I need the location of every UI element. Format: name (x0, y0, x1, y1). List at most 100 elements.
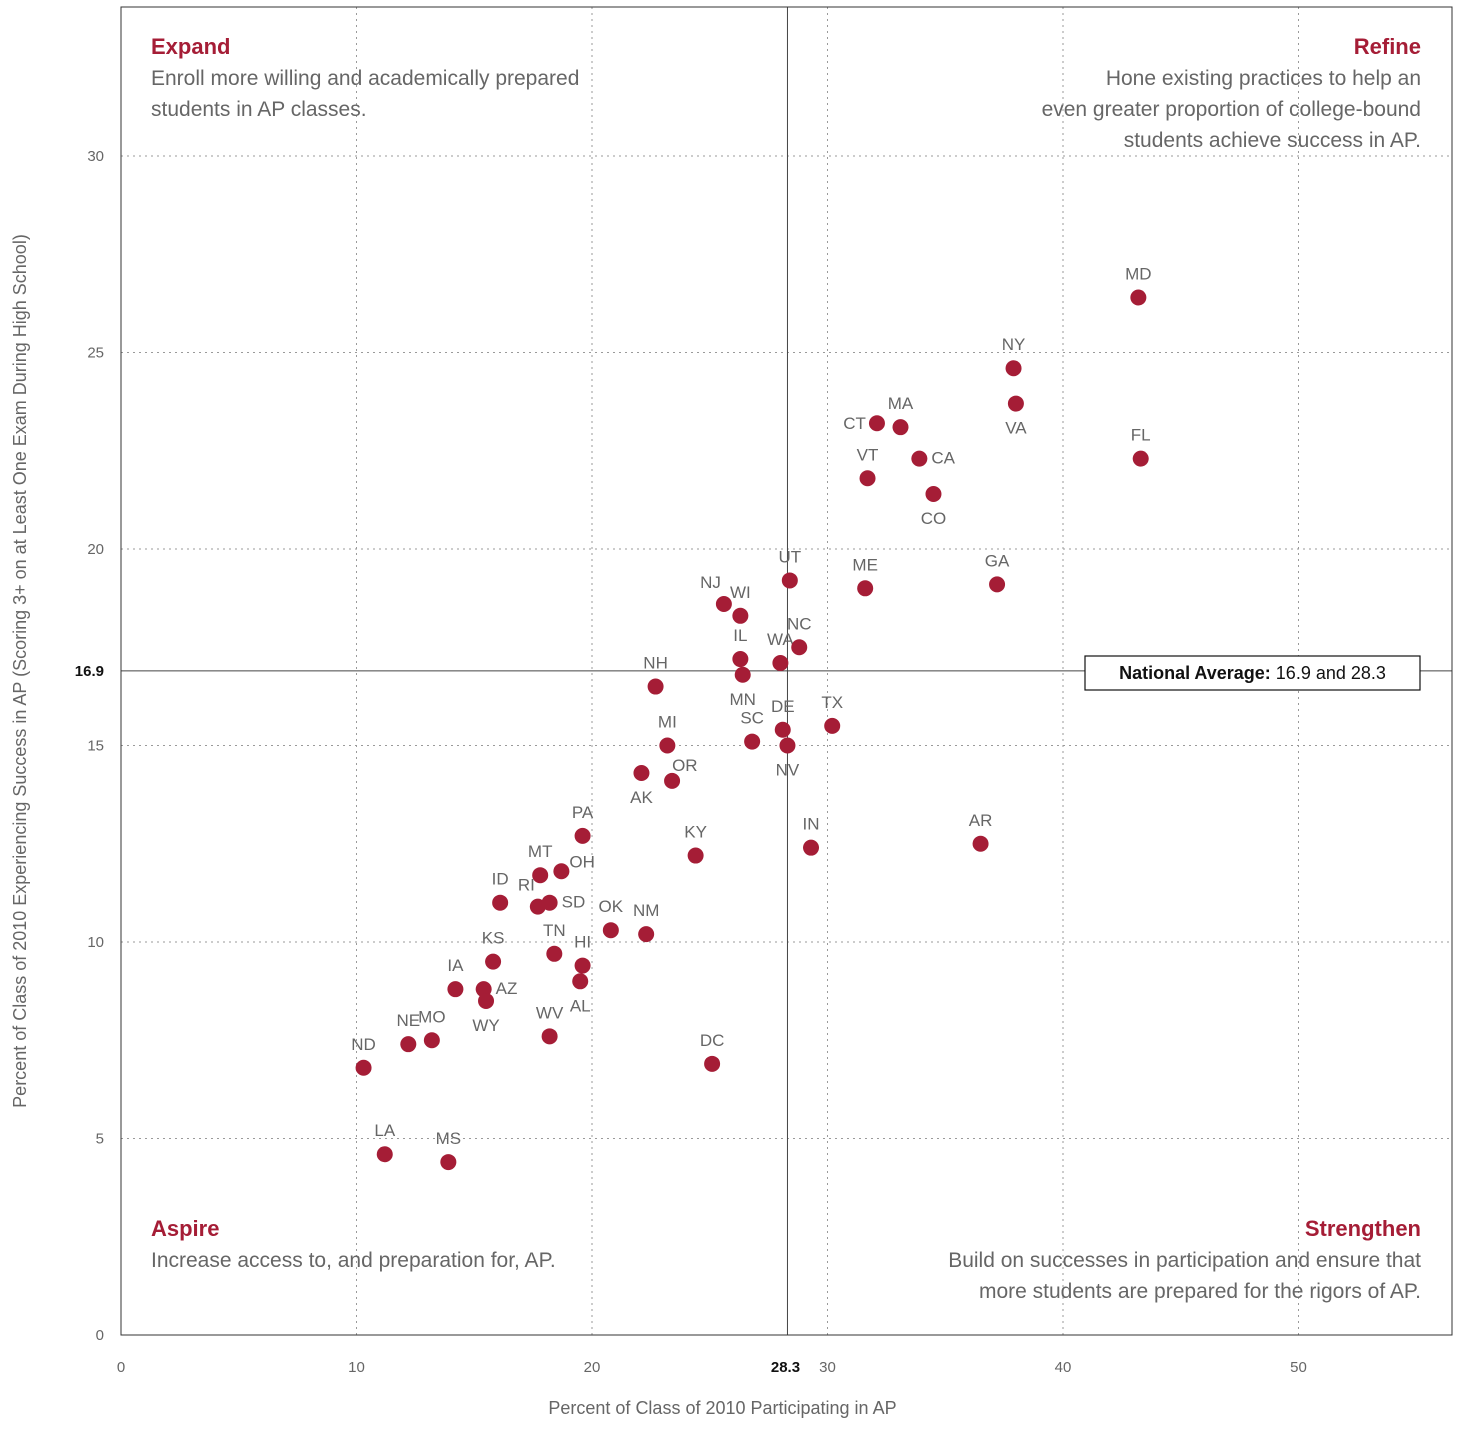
data-point-marker (423, 1032, 440, 1049)
data-point-label: ND (351, 1035, 376, 1054)
point-wv: WV (536, 1003, 564, 1045)
data-point-label: WY (472, 1016, 499, 1035)
data-point-label: OR (672, 756, 698, 775)
data-point-label: AR (969, 811, 993, 830)
data-point-label: DC (700, 1031, 725, 1050)
data-point-label: CA (931, 449, 955, 468)
data-point-label: MI (658, 713, 677, 732)
quadrant-aspire: Aspire Increase access to, and preparatio… (151, 1216, 556, 1272)
data-point-label: NM (633, 901, 659, 920)
data-point-marker (602, 922, 619, 939)
y-tick-label: 20 (87, 541, 104, 558)
point-co: CO (921, 485, 947, 528)
data-point-marker (638, 926, 655, 943)
data-point-label: NE (396, 1011, 420, 1030)
data-point-label: AK (630, 788, 653, 807)
data-point-label: NY (1002, 335, 1026, 354)
data-point-label: NH (643, 654, 668, 673)
data-point-label: ME (852, 555, 878, 574)
point-tn: TN (543, 921, 566, 962)
data-point-label: ID (492, 870, 509, 889)
data-point-marker (868, 415, 885, 432)
data-point-marker (633, 765, 650, 782)
point-ut: UT (778, 547, 801, 589)
data-point-label: LA (374, 1121, 395, 1140)
point-oh: OH (553, 852, 595, 880)
data-point-marker (664, 772, 681, 789)
data-point-label: HI (574, 933, 591, 952)
data-point-label: IN (803, 815, 820, 834)
y-tick-label: 0 (96, 1327, 104, 1344)
point-ok: OK (599, 897, 624, 939)
point-sc: SC (740, 709, 764, 750)
data-point-label: MO (418, 1007, 445, 1026)
data-point-marker (892, 419, 909, 436)
avg-x-tick-label: 28.3 (771, 1359, 800, 1376)
data-point-marker (574, 827, 591, 844)
point-ma: MA (888, 394, 914, 436)
x-tick-label: 40 (1055, 1359, 1072, 1376)
data-point-label: MN (729, 690, 755, 709)
data-point-label: PA (572, 803, 594, 822)
point-nh: NH (643, 654, 668, 695)
data-point-label: KY (684, 823, 707, 842)
data-point-marker (492, 894, 509, 911)
data-point-label: NJ (700, 573, 721, 592)
y-tick-label: 15 (87, 738, 104, 755)
data-point-marker (715, 596, 732, 613)
point-in: IN (803, 815, 820, 856)
point-ar: AR (969, 811, 993, 852)
data-point-marker (779, 737, 796, 754)
data-point-label: AZ (496, 979, 518, 998)
data-point-label: DE (771, 697, 795, 716)
x-tick-label: 0 (117, 1359, 125, 1376)
quadrant-title: Aspire (151, 1216, 219, 1241)
y-tick-label: 30 (87, 148, 104, 165)
data-point-marker (732, 607, 749, 624)
point-ny: NY (1002, 335, 1026, 377)
data-point-marker (1007, 395, 1024, 412)
point-sd: SD (541, 893, 586, 912)
quadrant-description: Enroll more willing and academically pre… (151, 67, 579, 90)
data-point-label: SD (562, 893, 586, 912)
data-point-label: NC (787, 614, 812, 633)
data-point-marker (911, 450, 928, 467)
x-tick-label: 30 (819, 1359, 836, 1376)
point-va: VA (1005, 395, 1027, 438)
quadrant-title: Strengthen (1305, 1216, 1421, 1241)
svg-text:National Average: 16.9 and 28.: National Average: 16.9 and 28.3 (1119, 663, 1386, 683)
data-point-label: MA (888, 394, 914, 413)
data-point-label: AL (570, 996, 591, 1015)
quadrant-title: Expand (151, 34, 230, 59)
data-point-marker (791, 639, 808, 656)
data-point-label: UT (778, 547, 801, 566)
national-average-callout: National Average: 16.9 and 28.3 (1084, 655, 1421, 691)
data-point-label: FL (1131, 426, 1151, 445)
quadrant-expand: Expand Enroll more willing and academical… (151, 34, 579, 121)
data-point-label: SC (740, 709, 764, 728)
data-point-marker (925, 485, 942, 502)
point-wy: WY (472, 992, 500, 1035)
data-point-label: RI (518, 876, 535, 895)
data-point-label: OH (569, 852, 595, 871)
data-point-label: WV (536, 1003, 564, 1022)
data-point-label: TX (821, 693, 843, 712)
point-ne: NE (396, 1011, 420, 1053)
data-point-marker (989, 576, 1006, 593)
data-point-label: IA (447, 956, 464, 975)
data-point-marker (824, 717, 841, 734)
data-point-marker (972, 835, 989, 852)
quadrant-refine: Refine Hone existing practices to help an… (1042, 34, 1421, 152)
data-point-label: CO (921, 509, 947, 528)
data-point-marker (859, 470, 876, 487)
data-point-marker (574, 957, 591, 974)
quadrant-description: Hone existing practices to help an (1106, 67, 1421, 90)
avg-y-tick-label: 16.9 (75, 663, 104, 680)
point-wi: WI (730, 583, 751, 624)
data-point-marker (541, 894, 558, 911)
point-mt: MT (528, 842, 552, 884)
data-point-label: MD (1125, 264, 1151, 283)
axis-ticks: 0 10 20 30 40 50 0 5 10 15 20 25 30 28.3 16.9 (75, 148, 1307, 1376)
data-point-label: TN (543, 921, 566, 940)
data-point-marker (774, 721, 791, 738)
